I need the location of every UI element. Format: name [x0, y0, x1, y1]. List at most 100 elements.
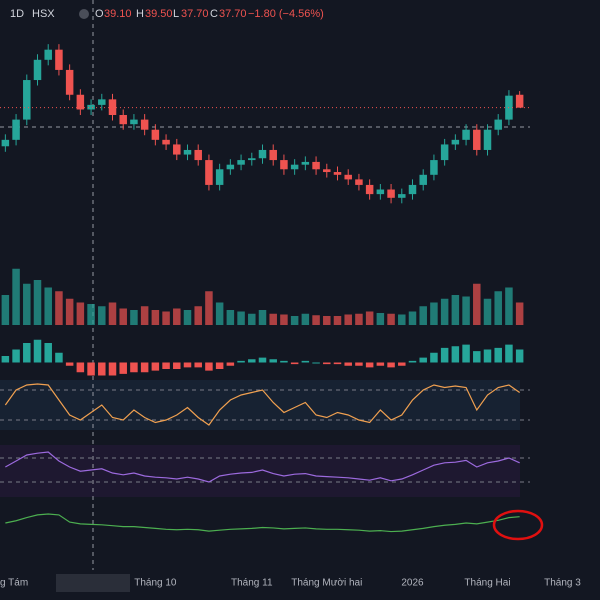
exchange: HSX	[32, 8, 55, 20]
candle-body	[387, 189, 395, 198]
volume-bar	[323, 316, 331, 325]
macd-bar	[333, 362, 342, 365]
candle-body	[237, 160, 245, 165]
macd-bar	[258, 357, 267, 363]
candle-body	[98, 99, 106, 105]
volume-bar	[355, 313, 363, 325]
candle-body	[65, 69, 74, 95]
macd-bar	[398, 362, 406, 366]
macd-bar	[365, 362, 374, 368]
macd-bar	[505, 344, 513, 363]
volume-bar	[312, 315, 320, 325]
macd-bar	[301, 360, 310, 363]
macd-bar	[515, 349, 524, 363]
candle-body	[301, 161, 310, 165]
volume-bar	[430, 302, 438, 325]
change-value: −1.80 (−4.56%)	[248, 8, 324, 20]
macd-bar	[237, 360, 245, 363]
candle-body	[173, 144, 181, 155]
open-label: O	[95, 8, 104, 20]
volume-bar	[87, 304, 95, 325]
interval: 1D	[10, 8, 24, 20]
candle-body	[130, 119, 138, 125]
volume-bar	[376, 313, 385, 325]
macd-bar	[440, 347, 449, 363]
volume-bar	[130, 310, 138, 325]
volume-bar	[183, 310, 192, 325]
candle-body	[280, 160, 288, 170]
macd-bar	[65, 362, 74, 366]
candle-body	[215, 169, 224, 185]
volume-bar	[55, 291, 63, 325]
candle-body	[462, 129, 470, 140]
volume-bar	[280, 314, 288, 325]
macd-bar	[87, 362, 95, 376]
candle-body	[1, 139, 10, 147]
volume-bar	[258, 310, 267, 325]
open-value: 39.10	[104, 8, 132, 20]
macd-bar	[280, 360, 288, 363]
candle-body	[365, 184, 374, 195]
candle-body	[515, 94, 524, 108]
candle-body	[355, 179, 363, 185]
macd-bar	[215, 362, 224, 369]
candle-body	[140, 119, 149, 130]
volume-bar	[173, 308, 181, 325]
candle-body	[44, 49, 52, 60]
crosshair-date-box	[56, 574, 130, 592]
volume-bar	[269, 313, 277, 325]
close-value: 37.70	[219, 8, 247, 20]
volume-bar	[515, 302, 524, 325]
macd-bar	[194, 362, 202, 368]
candle-body	[451, 139, 460, 145]
candle-body	[248, 158, 256, 161]
candle-body	[76, 94, 85, 110]
macd-bar	[55, 352, 63, 363]
volume-bar	[462, 296, 470, 325]
flow-line	[5, 513, 520, 533]
macd-bar	[98, 362, 106, 376]
volume-bar	[237, 311, 245, 325]
volume-bar	[408, 311, 417, 325]
x-tick-label: 2026	[401, 578, 424, 589]
macd-bar	[23, 343, 31, 363]
highlight-circle	[492, 509, 544, 541]
candle-body	[398, 194, 406, 198]
macd-bar	[248, 359, 256, 363]
volume-bar	[44, 287, 52, 325]
candle-body	[87, 104, 95, 110]
x-tick-label: Tháng 10	[134, 578, 177, 589]
candle-body	[344, 174, 352, 180]
volume-bar	[505, 287, 513, 325]
candle-body	[33, 59, 42, 81]
high-label: H	[136, 8, 144, 20]
candle-body	[183, 149, 192, 155]
macd-bar	[430, 352, 438, 363]
macd-bar	[1, 356, 10, 363]
candle-body	[194, 149, 202, 161]
macd-bar	[205, 362, 213, 371]
macd-bar	[387, 362, 395, 368]
volume-bar	[108, 302, 117, 325]
low-label: L	[173, 8, 179, 20]
macd-bar	[376, 362, 385, 366]
macd-bar	[419, 357, 427, 363]
volume-bar	[140, 306, 149, 325]
volume-bar	[290, 316, 299, 325]
candle-body	[333, 172, 342, 175]
volume-bar	[23, 283, 31, 325]
macd-bar	[140, 362, 149, 373]
volume-bar	[215, 302, 224, 325]
macd-bar	[12, 349, 20, 363]
volume-bar	[205, 291, 213, 325]
candle-body	[12, 119, 20, 140]
volume-bar	[65, 298, 74, 325]
macd-bar	[269, 359, 277, 363]
candle-body	[205, 160, 213, 185]
x-tick-label: Tháng 3	[544, 578, 581, 589]
candle-body	[376, 189, 385, 195]
macd-bar	[226, 362, 235, 366]
macd-bar	[151, 362, 160, 371]
macd-bar	[355, 362, 363, 366]
